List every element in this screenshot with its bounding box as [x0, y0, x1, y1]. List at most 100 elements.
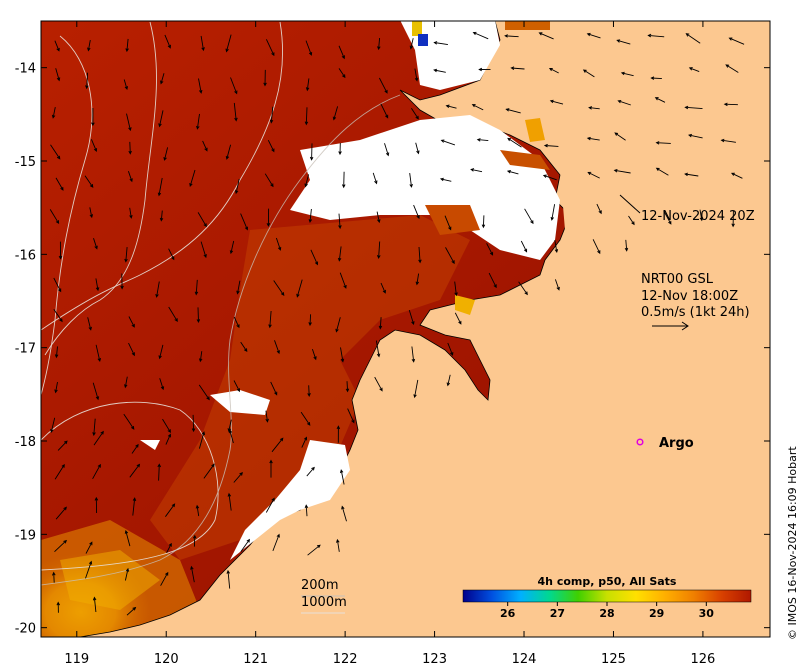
- current-arrow: [166, 542, 172, 554]
- current-arrow: [454, 312, 462, 325]
- current-arrow: [445, 104, 457, 109]
- sst-cool-patch: [418, 34, 428, 46]
- current-arrow: [380, 103, 389, 119]
- current-arrow: [411, 346, 416, 363]
- sst-patch: [412, 21, 422, 36]
- current-arrow: [203, 463, 215, 479]
- current-arrow: [440, 139, 456, 146]
- current-arrow: [543, 143, 559, 148]
- current-arrow: [308, 314, 312, 327]
- current-arrow: [655, 167, 669, 176]
- colorbar-tick-label: 28: [599, 607, 614, 620]
- sst-patch: [525, 118, 545, 142]
- sst-coastal-band: [150, 215, 470, 560]
- current-arrow: [123, 413, 135, 430]
- contour-1000m-legend: 1000m: [301, 595, 347, 610]
- lon-tick-label: 120: [154, 652, 179, 667]
- current-arrow: [92, 596, 97, 613]
- current-arrow: [198, 384, 210, 401]
- current-arrow: [338, 45, 345, 60]
- current-arrow: [189, 169, 196, 188]
- current-arrow: [380, 282, 386, 294]
- current-arrow: [336, 538, 340, 552]
- current-arrow: [655, 141, 671, 145]
- current-arrow: [226, 569, 231, 589]
- current-arrow: [486, 243, 494, 256]
- current-arrow: [236, 280, 241, 295]
- current-arrow: [378, 317, 383, 330]
- current-arrow: [374, 376, 383, 392]
- current-arrow: [128, 342, 135, 357]
- current-arrow: [49, 209, 60, 225]
- current-arrow: [159, 210, 164, 222]
- current-arrow: [126, 606, 137, 616]
- current-arrow: [415, 273, 420, 286]
- current-arrow: [266, 208, 271, 227]
- current-arrow: [87, 40, 91, 52]
- current-arrow: [447, 342, 454, 356]
- current-arrow: [720, 138, 736, 143]
- current-arrow: [338, 142, 342, 156]
- current-model-label: NRT00 GSL: [641, 272, 714, 287]
- current-arrow: [596, 203, 602, 215]
- current-arrow: [307, 544, 321, 556]
- current-arrow: [304, 107, 309, 126]
- colorbar-tick-label: 29: [649, 607, 664, 620]
- current-arrow: [339, 469, 345, 485]
- current-arrow: [272, 533, 280, 552]
- current-arrow: [227, 492, 232, 511]
- current-arrow: [304, 174, 310, 188]
- current-arrow: [377, 37, 381, 51]
- map-area: [41, 21, 770, 637]
- current-arrow: [309, 143, 314, 161]
- current-arrow: [510, 66, 525, 70]
- current-arrow: [265, 497, 275, 513]
- current-arrow: [225, 144, 232, 160]
- contour-200m-legend: 200m: [301, 578, 338, 593]
- current-arrow: [699, 209, 704, 222]
- contour-1000m: [44, 21, 157, 356]
- current-arrow: [414, 68, 419, 82]
- current-arrow: [162, 418, 171, 434]
- current-arrow: [375, 340, 381, 358]
- current-arrow: [120, 273, 124, 290]
- current-arrow: [264, 173, 274, 188]
- current-arrow: [124, 567, 130, 581]
- current-arrow: [617, 99, 631, 106]
- current-arrow: [155, 281, 160, 298]
- current-arrow: [481, 215, 486, 229]
- current-arrow: [445, 247, 455, 265]
- current-arrow: [227, 419, 232, 433]
- sst-patch: [500, 150, 550, 170]
- current-arrow: [54, 40, 60, 52]
- cloud-mask-patch: [210, 390, 270, 415]
- current-arrow: [165, 433, 172, 445]
- current-arrow: [654, 97, 666, 103]
- current-arrow: [433, 68, 446, 73]
- current-arrow: [54, 346, 59, 359]
- current-arrow: [240, 341, 248, 352]
- current-arrow: [684, 172, 699, 177]
- current-arrow: [92, 418, 96, 437]
- current-arrow: [228, 429, 234, 444]
- current-arrow: [168, 306, 178, 323]
- current-arrow: [310, 249, 319, 266]
- sst-patch: [505, 21, 550, 30]
- current-arrow: [54, 463, 65, 480]
- current-arrow: [345, 381, 350, 393]
- current-arrow: [200, 241, 207, 259]
- current-arrow: [192, 534, 197, 547]
- current-arrow: [472, 31, 489, 40]
- current-arrow: [614, 132, 626, 141]
- current-arrow: [87, 317, 92, 331]
- current-arrow: [332, 106, 339, 121]
- current-arrow: [190, 565, 195, 583]
- current-arrow: [55, 68, 61, 82]
- current-arrow: [157, 177, 163, 197]
- current-time-label: 12-Nov 18:00Z: [641, 289, 738, 304]
- current-arrow: [586, 32, 601, 39]
- current-arrow: [124, 529, 131, 547]
- colorbar-tick-label: 27: [550, 607, 565, 620]
- current-arrow: [198, 78, 203, 94]
